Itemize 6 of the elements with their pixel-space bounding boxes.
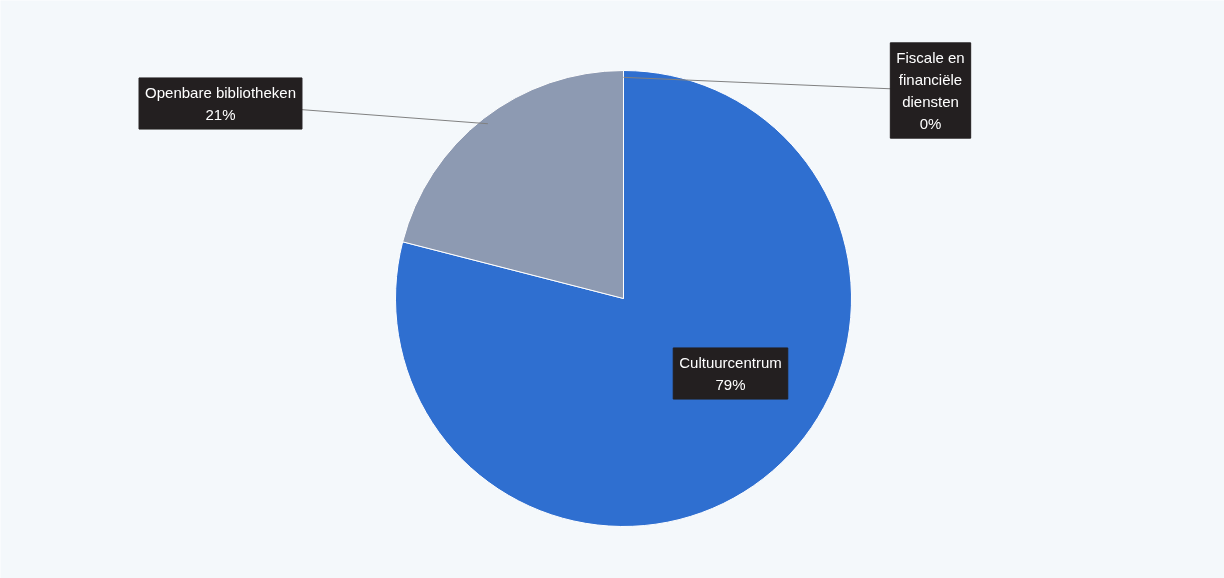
slice-label: Openbare bibliotheken xyxy=(145,83,296,101)
text: 0% xyxy=(919,115,942,133)
slice-label: Cultuurcentrum xyxy=(679,353,782,371)
data-label: 21% xyxy=(205,106,236,124)
category-label: Fiscale en financiële diensten xyxy=(896,48,965,111)
data-label: 79% xyxy=(715,376,746,394)
